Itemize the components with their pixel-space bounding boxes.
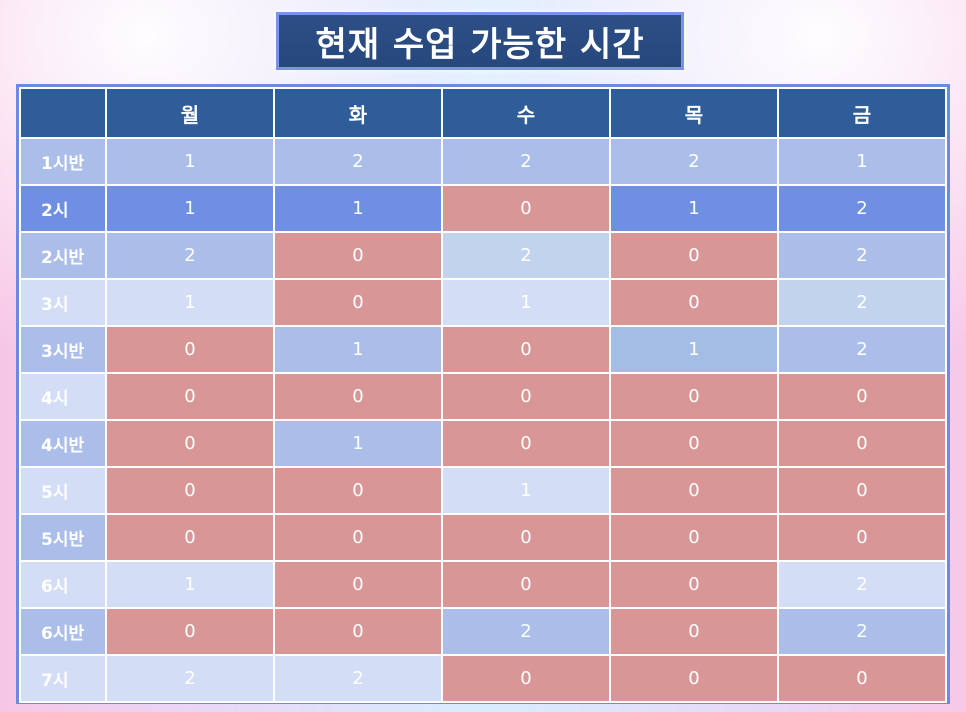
cell-tue: 1 bbox=[273, 184, 443, 233]
title-banner: 현재 수업 가능한 시간 bbox=[276, 12, 684, 70]
cell-wed: 0 bbox=[441, 325, 611, 374]
cell-wed: 0 bbox=[441, 513, 611, 562]
cell-thu: 0 bbox=[609, 607, 779, 656]
cell-wed: 0 bbox=[441, 184, 611, 233]
cell-tue: 0 bbox=[273, 278, 443, 327]
cell-mon: 1 bbox=[105, 278, 275, 327]
cell-mon: 2 bbox=[105, 231, 275, 280]
row-label: 7시 bbox=[19, 654, 107, 703]
row-label: 3시반 bbox=[19, 325, 107, 374]
cell-thu: 0 bbox=[609, 372, 779, 421]
table-row: 3시 1 0 1 0 2 bbox=[19, 278, 947, 327]
cell-mon: 1 bbox=[105, 184, 275, 233]
col-header-thu: 목 bbox=[609, 87, 779, 139]
cell-wed: 0 bbox=[441, 560, 611, 609]
cell-thu: 0 bbox=[609, 513, 779, 562]
cell-fri: 0 bbox=[777, 372, 947, 421]
cell-tue: 0 bbox=[273, 372, 443, 421]
row-label: 3시 bbox=[19, 278, 107, 327]
availability-table: 월 화 수 목 금 1시반 1 2 2 2 1 2시 1 1 0 1 2 2시반 2 0 2 0 2 3시 1 0 1 0 2… bbox=[19, 87, 947, 703]
row-label: 4시 bbox=[19, 372, 107, 421]
cell-fri: 2 bbox=[777, 607, 947, 656]
row-label: 6시반 bbox=[19, 607, 107, 656]
cell-thu: 0 bbox=[609, 466, 779, 515]
cell-mon: 2 bbox=[105, 654, 275, 703]
cell-wed: 0 bbox=[441, 419, 611, 468]
cell-mon: 1 bbox=[105, 137, 275, 186]
cell-wed: 0 bbox=[441, 654, 611, 703]
table-row: 6시반 0 0 2 0 2 bbox=[19, 607, 947, 656]
cell-thu: 1 bbox=[609, 325, 779, 374]
cell-mon: 0 bbox=[105, 419, 275, 468]
cell-fri: 0 bbox=[777, 466, 947, 515]
cell-wed: 1 bbox=[441, 278, 611, 327]
cell-tue: 2 bbox=[273, 654, 443, 703]
cell-fri: 0 bbox=[777, 419, 947, 468]
cell-tue: 0 bbox=[273, 231, 443, 280]
row-label: 5시반 bbox=[19, 513, 107, 562]
cell-thu: 0 bbox=[609, 419, 779, 468]
cell-wed: 2 bbox=[441, 607, 611, 656]
cell-mon: 0 bbox=[105, 372, 275, 421]
cell-fri: 0 bbox=[777, 513, 947, 562]
table-row: 7시 2 2 0 0 0 bbox=[19, 654, 947, 703]
cell-tue: 0 bbox=[273, 513, 443, 562]
row-label: 5시 bbox=[19, 466, 107, 515]
cell-wed: 0 bbox=[441, 372, 611, 421]
cell-tue: 1 bbox=[273, 325, 443, 374]
table-row: 2시반 2 0 2 0 2 bbox=[19, 231, 947, 280]
cell-tue: 0 bbox=[273, 466, 443, 515]
table-row: 4시반 0 1 0 0 0 bbox=[19, 419, 947, 468]
cell-thu: 2 bbox=[609, 137, 779, 186]
cell-thu: 0 bbox=[609, 654, 779, 703]
col-header-wed: 수 bbox=[441, 87, 611, 139]
cell-tue: 0 bbox=[273, 607, 443, 656]
cell-fri: 2 bbox=[777, 560, 947, 609]
cell-wed: 2 bbox=[441, 137, 611, 186]
cell-mon: 0 bbox=[105, 466, 275, 515]
cell-thu: 0 bbox=[609, 231, 779, 280]
cell-mon: 0 bbox=[105, 513, 275, 562]
corner-cell bbox=[19, 87, 107, 139]
cell-tue: 1 bbox=[273, 419, 443, 468]
row-label: 4시반 bbox=[19, 419, 107, 468]
col-header-fri: 금 bbox=[777, 87, 947, 139]
cell-thu: 0 bbox=[609, 560, 779, 609]
header-row: 월 화 수 목 금 bbox=[19, 87, 947, 139]
cell-fri: 2 bbox=[777, 278, 947, 327]
cell-fri: 2 bbox=[777, 325, 947, 374]
row-label: 1시반 bbox=[19, 137, 107, 186]
table-row: 5시반 0 0 0 0 0 bbox=[19, 513, 947, 562]
schedule-table-container: 월 화 수 목 금 1시반 1 2 2 2 1 2시 1 1 0 1 2 2시반 2 0 2 0 2 3시 1 0 1 0 2… bbox=[16, 84, 950, 704]
cell-mon: 0 bbox=[105, 607, 275, 656]
cell-thu: 0 bbox=[609, 278, 779, 327]
cell-mon: 1 bbox=[105, 560, 275, 609]
cell-wed: 1 bbox=[441, 466, 611, 515]
table-row: 3시반 0 1 0 1 2 bbox=[19, 325, 947, 374]
cell-tue: 0 bbox=[273, 560, 443, 609]
cell-thu: 1 bbox=[609, 184, 779, 233]
cell-mon: 0 bbox=[105, 325, 275, 374]
col-header-tue: 화 bbox=[273, 87, 443, 139]
row-label: 6시 bbox=[19, 560, 107, 609]
table-row: 5시 0 0 1 0 0 bbox=[19, 466, 947, 515]
cell-fri: 2 bbox=[777, 231, 947, 280]
cell-tue: 2 bbox=[273, 137, 443, 186]
cell-fri: 0 bbox=[777, 654, 947, 703]
table-row: 6시 1 0 0 0 2 bbox=[19, 560, 947, 609]
cell-wed: 2 bbox=[441, 231, 611, 280]
row-label: 2시반 bbox=[19, 231, 107, 280]
cell-fri: 1 bbox=[777, 137, 947, 186]
table-row: 4시 0 0 0 0 0 bbox=[19, 372, 947, 421]
row-label: 2시 bbox=[19, 184, 107, 233]
table-row: 1시반 1 2 2 2 1 bbox=[19, 137, 947, 186]
cell-fri: 2 bbox=[777, 184, 947, 233]
table-row: 2시 1 1 0 1 2 bbox=[19, 184, 947, 233]
page-title: 현재 수업 가능한 시간 bbox=[315, 24, 645, 65]
col-header-mon: 월 bbox=[105, 87, 275, 139]
